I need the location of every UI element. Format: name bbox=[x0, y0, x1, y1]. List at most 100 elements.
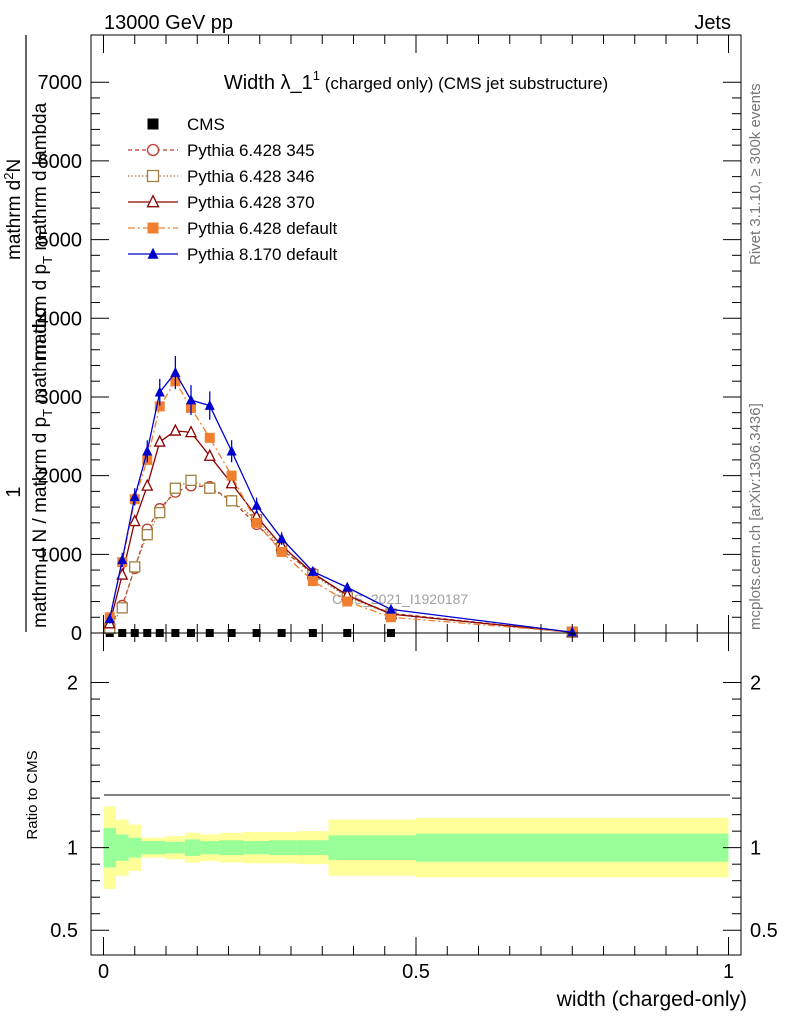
legend-item-pythia-6-428-370: Pythia 6.428 370 bbox=[128, 193, 315, 212]
data-point bbox=[226, 445, 237, 456]
main-ytick-label: 4000 bbox=[38, 308, 83, 330]
data-point bbox=[307, 576, 318, 587]
ratio-band-inner bbox=[366, 835, 416, 861]
ratio-ytick-label: 2 bbox=[67, 673, 78, 695]
ratio-ytick-label-right: 0.5 bbox=[750, 920, 778, 942]
legend-item-pythia-8-170-default: Pythia 8.170 default bbox=[128, 245, 338, 264]
data-point bbox=[141, 478, 154, 491]
main-ytick-label: 3000 bbox=[38, 387, 83, 409]
data-point bbox=[169, 482, 182, 494]
legend-marker bbox=[146, 194, 160, 208]
data-point bbox=[276, 546, 287, 557]
data-point bbox=[129, 561, 141, 573]
ratio-band-inner bbox=[416, 833, 729, 862]
ratio-ytick-label-right: 2 bbox=[750, 673, 761, 695]
data-point bbox=[251, 517, 262, 528]
ylabel-one: 1 bbox=[3, 486, 25, 497]
data-point bbox=[203, 448, 216, 461]
ratio-band-inner bbox=[103, 827, 116, 868]
ratio-xlabel: width (charged-only) bbox=[556, 988, 747, 1011]
main-title: Width λ_11 (charged only) (CMS jet subst… bbox=[224, 68, 608, 94]
data-point bbox=[225, 476, 238, 489]
legend-marker bbox=[147, 222, 159, 234]
header-left: 13000 GeV pp bbox=[104, 12, 233, 34]
ratio-band-inner bbox=[166, 841, 185, 854]
ratio-band-inner bbox=[141, 841, 154, 855]
data-point bbox=[276, 532, 287, 543]
ratio-band-inner bbox=[128, 837, 141, 858]
legend-marker bbox=[146, 169, 160, 183]
legend-item-pythia-6-428-346: Pythia 6.428 346 bbox=[128, 167, 315, 186]
main-ytick-labels: 0 1000 2000 3000 4000 5000 6000 7000 bbox=[38, 72, 83, 645]
series-pythia-6-428-345 bbox=[104, 480, 578, 638]
data-point bbox=[226, 470, 237, 481]
ratio-band-inner bbox=[219, 840, 245, 856]
data-point bbox=[116, 602, 128, 614]
series-line-pythia-6-428-345 bbox=[109, 485, 573, 633]
data-point bbox=[307, 565, 318, 576]
data-point bbox=[567, 626, 578, 637]
ratio-band-inner bbox=[244, 841, 270, 855]
main-ytick-label: 0 bbox=[71, 623, 82, 645]
ratio-band-inner bbox=[297, 840, 329, 856]
legend-marker bbox=[147, 118, 159, 130]
data-point bbox=[117, 554, 128, 565]
legend-label: Pythia 6.428 default bbox=[187, 219, 338, 238]
data-point bbox=[386, 603, 396, 614]
ratio-ytick-label-right: 1 bbox=[750, 838, 761, 860]
series-line-pythia-6-428-346 bbox=[109, 479, 573, 633]
series-pythia-8-170-default bbox=[104, 356, 578, 637]
data-point bbox=[170, 366, 181, 377]
ratio-band-inner bbox=[153, 841, 166, 855]
ratio-xtick-label: 1 bbox=[723, 961, 734, 983]
main-ytick-label: 6000 bbox=[38, 151, 83, 173]
main-ytick-label: 7000 bbox=[38, 72, 83, 94]
ratio-ylabel: Ratio to CMS bbox=[24, 750, 41, 839]
main-axis-ticks bbox=[91, 35, 741, 634]
data-point bbox=[204, 482, 216, 494]
header-right: Jets bbox=[694, 12, 731, 34]
legend-label: CMS bbox=[187, 115, 225, 134]
legend-label: Pythia 6.428 345 bbox=[187, 141, 315, 160]
data-point bbox=[342, 581, 353, 592]
ylabel-denominator: mathrm d N / mathrm d pT mathrm d σ bbox=[30, 306, 55, 628]
legend-item-cms: CMS bbox=[147, 115, 225, 134]
data-point bbox=[184, 425, 198, 438]
main-ylabel: 1 mathrm d N / mathrm d pT mathrm d σ ma… bbox=[1, 35, 55, 632]
ratio-bands bbox=[103, 806, 729, 889]
data-point bbox=[142, 445, 153, 456]
ratio-ytick-label: 1 bbox=[67, 838, 78, 860]
legend-item-pythia-6-428-default: Pythia 6.428 default bbox=[128, 219, 338, 238]
ratio-xtick-label: 0.5 bbox=[402, 961, 430, 983]
data-point bbox=[386, 612, 396, 623]
data-point bbox=[251, 499, 262, 510]
ratio-plot-frame bbox=[90, 632, 742, 956]
legend: CMS Pythia 6.428 345 Pythia 6.428 346 Pythi… bbox=[128, 115, 338, 264]
ratio-band-inner bbox=[184, 839, 201, 856]
data-point bbox=[169, 423, 182, 436]
data-point bbox=[186, 394, 196, 405]
ratio-band-inner bbox=[200, 841, 220, 855]
legend-marker bbox=[147, 247, 159, 259]
data-point bbox=[204, 432, 215, 443]
data-point bbox=[128, 514, 141, 527]
ylabel-numerator: mathrm d2N bbox=[1, 159, 25, 260]
ylabel-numerator-den: mathrm d pT mathrm d lambda bbox=[30, 102, 55, 360]
mcplots-label: mcplots.cern.ch [arXiv:1306.3436] bbox=[747, 403, 764, 630]
legend-label: Pythia 6.428 346 bbox=[187, 167, 315, 186]
data-point bbox=[154, 401, 165, 412]
ratio-axis-ticks bbox=[91, 633, 741, 955]
ratio-band-inner bbox=[328, 835, 366, 861]
data-point bbox=[154, 506, 166, 519]
legend-label: Pythia 6.428 370 bbox=[187, 193, 315, 212]
ratio-band-inner bbox=[269, 840, 298, 856]
main-ytick-label: 5000 bbox=[38, 230, 83, 252]
data-point bbox=[141, 528, 153, 541]
data-point bbox=[104, 613, 115, 624]
data-point bbox=[225, 495, 238, 507]
legend-marker bbox=[146, 143, 160, 157]
series-pythia-6-428-346 bbox=[104, 474, 578, 638]
data-point bbox=[342, 596, 353, 607]
ratio-band-inner bbox=[116, 834, 129, 861]
